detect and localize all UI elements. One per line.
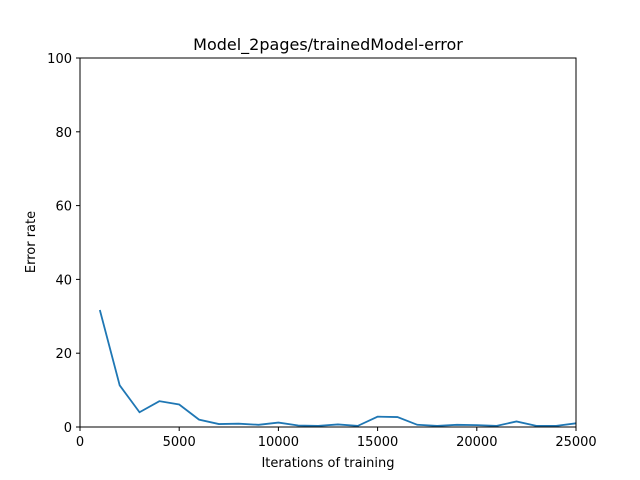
y-tick-label: 20 <box>55 347 72 362</box>
x-tick-label: 15000 <box>357 435 398 450</box>
plot-frame <box>79 57 577 428</box>
y-tick-label: 60 <box>55 200 72 215</box>
series-line <box>98 309 577 427</box>
plot-area <box>98 309 577 427</box>
x-tick-label: 0 <box>76 435 84 450</box>
x-tick-label: 20000 <box>456 435 497 450</box>
y-tick-label: 40 <box>55 273 72 288</box>
y-axis: 0 20 40 60 80 100 <box>47 52 80 436</box>
chart-title: Model_2pages/trainedModel-error <box>193 35 463 55</box>
y-tick-label: 0 <box>64 421 72 436</box>
x-tick-label: 25000 <box>555 435 596 450</box>
y-tick-label: 80 <box>55 126 72 141</box>
x-axis-label: Iterations of training <box>261 456 394 471</box>
x-tick-label: 5000 <box>163 435 196 450</box>
y-tick-label: 100 <box>47 52 72 67</box>
y-axis-label: Error rate <box>24 211 39 273</box>
x-axis: 0 5000 10000 15000 20000 25000 <box>76 427 597 450</box>
x-tick-label: 10000 <box>258 435 299 450</box>
